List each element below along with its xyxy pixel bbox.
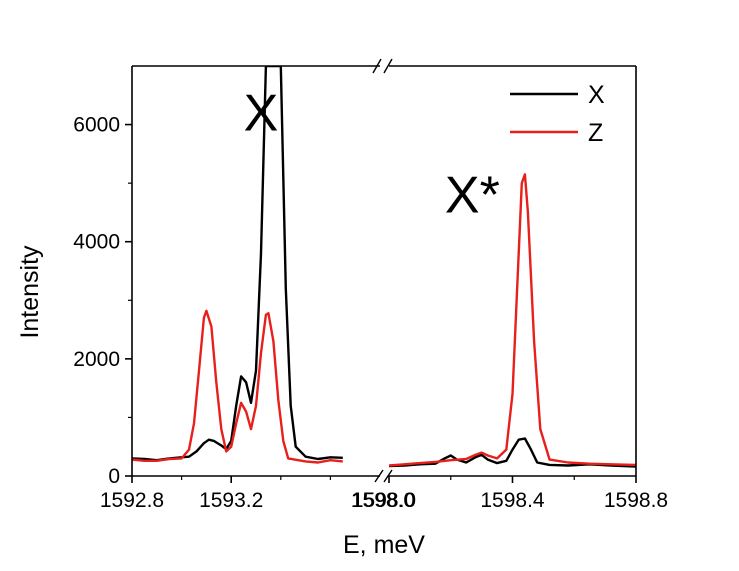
- x-tick-label: 1598.8: [604, 489, 668, 512]
- x-tick-label-break: 1598.0: [352, 489, 416, 512]
- axes: [131, 58, 637, 483]
- ticks: 0 2000 4000 6000 1592.8 1593.2 1598.0 1598.4 159…: [73, 114, 668, 512]
- series-line-x-panel-1: [132, 66, 343, 462]
- y-tick-label: 4000: [73, 231, 120, 254]
- y-tick-label: 6000: [73, 114, 120, 137]
- x-tick-label: 1598.0: [351, 489, 415, 512]
- x-tick-label: 1592.8: [100, 489, 164, 512]
- y-tick-label: 2000: [73, 348, 120, 371]
- peak-label-1: X: [244, 84, 279, 142]
- axis-break-mark-top-1: [372, 58, 382, 74]
- x-tick-label: 1593.2: [199, 489, 263, 512]
- axis-break-mark-top-2: [383, 58, 393, 74]
- plot-area: 0 2000 4000 6000 1592.8 1593.2 1598.0 1598.4 159…: [73, 58, 668, 512]
- series-layer: [132, 66, 636, 468]
- annotations: X X*: [244, 84, 500, 224]
- legend-label-x: X: [588, 81, 605, 109]
- x-axis-title: E, meV: [343, 531, 425, 559]
- legend-label-z: Z: [588, 119, 603, 147]
- legend: XZ: [510, 81, 605, 147]
- y-tick-label: 0: [108, 465, 120, 488]
- axis-break-mark-bottom-2: [383, 469, 393, 483]
- y-axis-title: Intensity: [16, 245, 44, 339]
- peak-label-2: X*: [445, 166, 500, 224]
- series-line-z-panel-1: [132, 309, 343, 464]
- axis-break-mark-bottom-1: [374, 469, 384, 483]
- series-line-z-panel-2: [389, 173, 636, 467]
- x-tick-label: 1598.4: [480, 489, 545, 512]
